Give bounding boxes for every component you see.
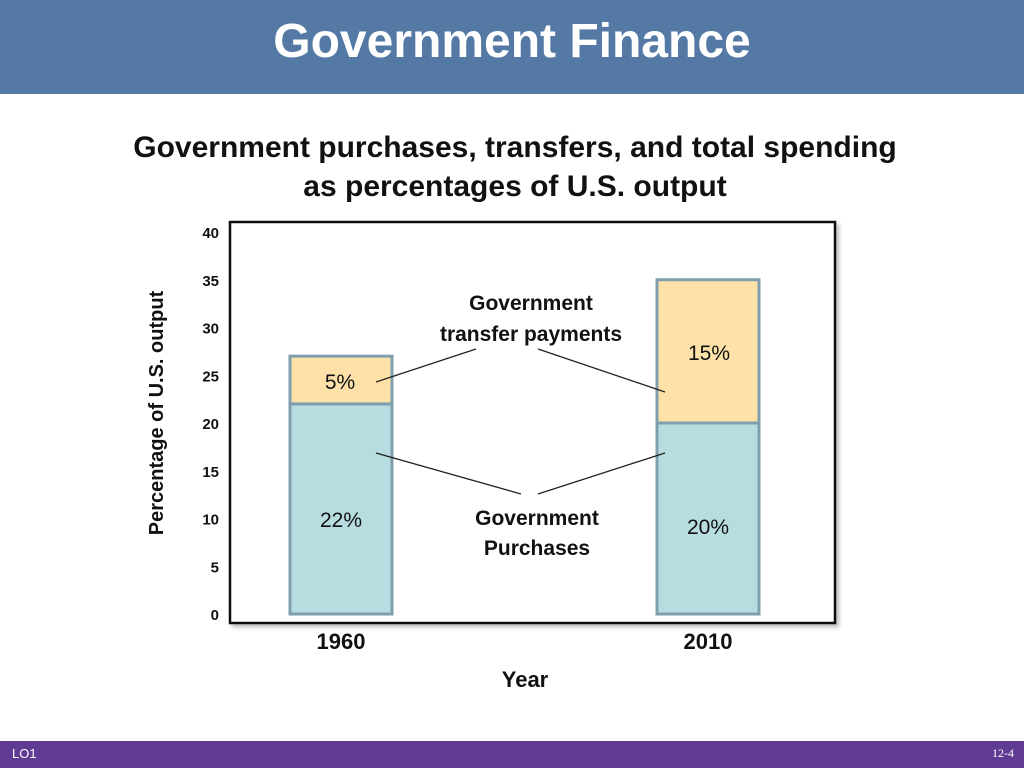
annotation-purchases-line-2: Purchases xyxy=(484,537,590,560)
y-axis-label: Percentage of U.S. output xyxy=(146,290,168,535)
y-tick-label: 10 xyxy=(202,512,219,529)
annotation-purchases-line-1: Government xyxy=(475,507,599,530)
learning-objective-label: LO1 xyxy=(12,746,37,761)
page-number: 12-4 xyxy=(992,746,1014,760)
x-axis-label: Year xyxy=(502,667,549,692)
callout-line-transfers-1960 xyxy=(375,348,477,383)
data-label-transfers: 5% xyxy=(325,371,355,394)
slide-footer: LO1 12-4 xyxy=(0,741,1024,768)
x-tick-label: 2010 xyxy=(684,629,733,654)
slide-title: Government Finance xyxy=(273,15,751,68)
annotation-transfers-line-1: Government xyxy=(469,292,593,315)
callout-line-transfers-2010 xyxy=(537,348,666,393)
callout-lines xyxy=(375,348,666,495)
bar-segment-transfers xyxy=(655,278,761,425)
x-axis-ticks: 1960 2010 xyxy=(317,629,733,654)
chart-title-line-1: Government purchases, transfers, and tot… xyxy=(133,131,897,164)
data-label-purchases: 22% xyxy=(320,509,362,532)
chart-title-line-2: as percentages of U.S. output xyxy=(303,170,727,203)
data-label-purchases: 20% xyxy=(687,516,729,539)
y-axis-ticks: 0 5 10 15 20 25 30 35 40 xyxy=(202,225,219,624)
y-tick-label: 15 xyxy=(202,464,219,481)
bar-segment-transfers xyxy=(288,354,394,406)
y-tick-label: 40 xyxy=(202,225,219,242)
data-label-transfers: 15% xyxy=(688,342,730,365)
y-tick-label: 25 xyxy=(202,368,219,385)
chart-title: Government purchases, transfers, and tot… xyxy=(40,128,990,206)
annotation-transfers-line-2: transfer payments xyxy=(440,323,622,346)
stacked-bar-chart: 0 5 10 15 20 25 30 35 40 22% 20% 5% 15% 1960 2010 Go… xyxy=(146,220,837,692)
y-tick-label: 30 xyxy=(202,321,219,338)
y-tick-label: 5 xyxy=(211,559,219,576)
x-tick-label: 1960 xyxy=(317,629,366,654)
y-tick-label: 0 xyxy=(211,607,219,624)
y-tick-label: 20 xyxy=(202,416,219,433)
callout-line-purchases-1960 xyxy=(375,452,522,495)
slide-header: Government Finance xyxy=(0,0,1024,94)
bars: 22% 20% 5% 15% xyxy=(288,278,761,616)
callout-line-purchases-2010 xyxy=(537,452,666,495)
y-tick-label: 35 xyxy=(202,273,219,290)
